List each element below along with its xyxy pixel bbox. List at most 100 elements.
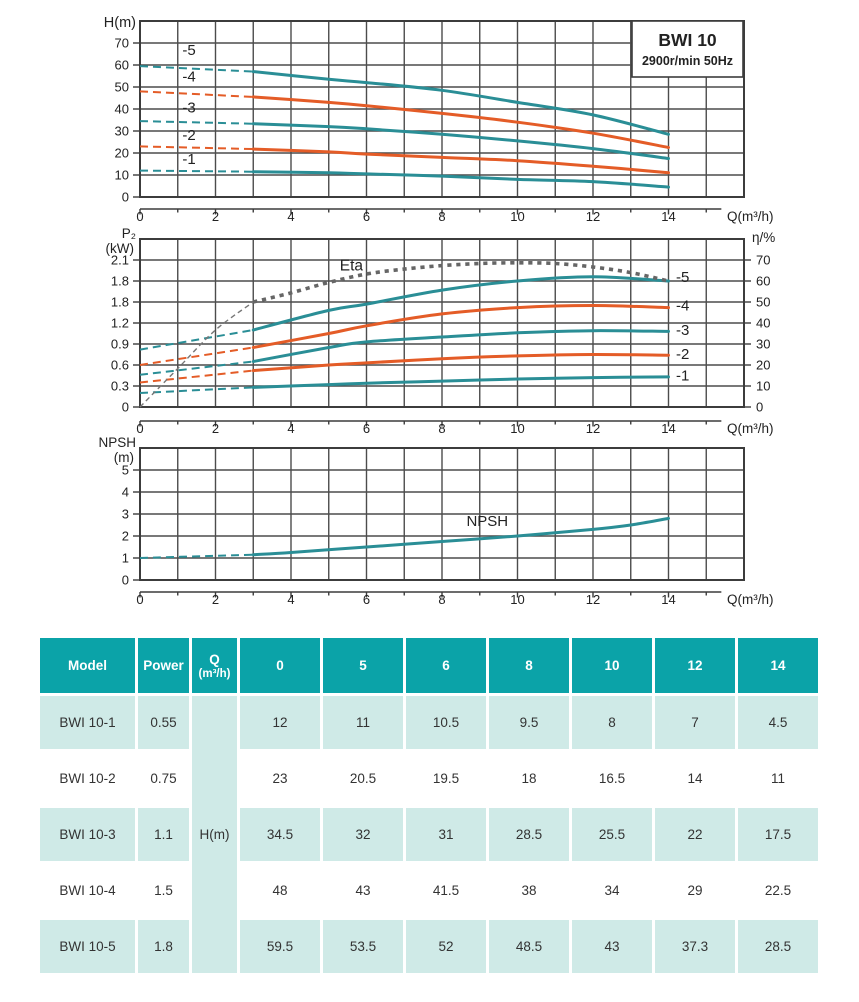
eta-label: Eta — [340, 258, 364, 275]
curve--2-dashed — [139, 369, 254, 384]
x-tick-label: 10 — [510, 592, 524, 607]
curve--5-solid — [251, 275, 670, 332]
value-cell: 14 — [655, 752, 735, 805]
x-tick-label: 8 — [438, 421, 445, 436]
x-axis-title: Q(m³/h) — [727, 209, 774, 224]
value-cell: 37.3 — [655, 920, 735, 973]
right-tick-label: 60 — [756, 274, 770, 289]
y-axis-title-unit: (m) — [114, 450, 134, 465]
eta-curve-dotted — [252, 260, 669, 304]
value-cell: 29 — [655, 864, 735, 917]
value-cell: 11 — [738, 752, 818, 805]
value-cell: 53.5 — [323, 920, 403, 973]
curve-NPSH-solid — [251, 516, 670, 557]
model-cell: BWI 10-3 — [40, 808, 135, 861]
table-row-BWI 10-1: BWI 10-1 0.55 H(m) 12 11 10.5 9.5 8 7 4.5 — [40, 696, 818, 973]
table-row-BWI 10-2: BWI 10-2 0.75 23 20.5 19.5 18 16.5 14 11 — [40, 752, 818, 805]
value-cell: 41.5 — [406, 864, 486, 917]
value-cell: 28.5 — [738, 920, 818, 973]
model-cell: BWI 10-4 — [40, 864, 135, 917]
value-cell: 12 — [240, 696, 320, 749]
power-cell: 1.1 — [138, 808, 189, 861]
y-tick-label: 50 — [115, 80, 129, 95]
x-tick-label: 14 — [661, 209, 675, 224]
curve-label--5: -5 — [182, 42, 195, 59]
value-cell: 43 — [323, 864, 403, 917]
y-tick-label: 0.6 — [111, 358, 129, 373]
x-tick-label: 4 — [287, 592, 294, 607]
power-cell: 0.75 — [138, 752, 189, 805]
value-cell: 7 — [655, 696, 735, 749]
right-tick-label: 30 — [756, 337, 770, 352]
y-tick-label: 1 — [122, 551, 129, 566]
curve-NPSH-dashed — [139, 553, 254, 559]
curve--5-dashed — [139, 65, 254, 73]
right-axis-title: η/% — [752, 230, 775, 245]
x-tick-label: 10 — [510, 421, 524, 436]
value-cell: 8 — [572, 696, 652, 749]
performance-table: Model Power Q (m³/h) 0 5 6 8 10 12 14 BWI 10-1 0.55 H… — [37, 635, 821, 976]
table-row-BWI 10-4: BWI 10-4 1.5 48 43 41.5 38 34 29 22.5 — [40, 864, 818, 917]
value-cell: 48 — [240, 864, 320, 917]
model-cell: BWI 10-5 — [40, 920, 135, 973]
value-cell: 9.5 — [489, 696, 569, 749]
y-tick-label: 0 — [122, 573, 129, 588]
x-tick-label: 8 — [438, 209, 445, 224]
power-cell: 1.5 — [138, 864, 189, 917]
model-cell: BWI 10-1 — [40, 696, 135, 749]
y-tick-label: 0 — [122, 400, 129, 415]
y-axis-title: P₂ — [122, 226, 136, 241]
table-header-row: Model Power Q (m³/h) 0 5 6 8 10 12 14 — [40, 638, 818, 693]
curve--2-solid — [251, 147, 670, 175]
curve-label--2: -2 — [676, 346, 689, 363]
value-cell: 10.5 — [406, 696, 486, 749]
curve--5-solid — [251, 70, 670, 136]
curve-label--3: -3 — [676, 322, 689, 339]
curve--4-solid — [251, 95, 670, 149]
value-cell: 32 — [323, 808, 403, 861]
y-tick-label: 1.2 — [111, 316, 129, 331]
value-cell: 59.5 — [240, 920, 320, 973]
curve--2-solid — [251, 352, 670, 373]
y-tick-label: 0.9 — [111, 337, 129, 352]
x-tick-label: 6 — [363, 592, 370, 607]
value-cell: 18 — [489, 752, 569, 805]
header-cell-5: 5 — [323, 638, 403, 693]
y-tick-label: 1.8 — [111, 274, 129, 289]
value-cell: 20.5 — [323, 752, 403, 805]
value-cell: 34 — [572, 864, 652, 917]
x-tick-label: 4 — [287, 209, 294, 224]
y-tick-label: 20 — [115, 146, 129, 161]
header-cell-q: Q (m³/h) — [192, 638, 237, 693]
header-cell-6: 6 — [406, 638, 486, 693]
curve-label--3: -3 — [182, 99, 195, 116]
value-cell: 28.5 — [489, 808, 569, 861]
y-tick-label: 0.3 — [111, 379, 129, 394]
x-tick-label: 6 — [363, 421, 370, 436]
curve-label--1: -1 — [182, 151, 195, 168]
value-cell: 17.5 — [738, 808, 818, 861]
header-cell-10: 10 — [572, 638, 652, 693]
right-tick-label: 70 — [756, 253, 770, 268]
curve--1-solid — [251, 170, 670, 189]
y-tick-label: 40 — [115, 102, 129, 117]
x-axis-title: Q(m³/h) — [727, 592, 774, 607]
x-tick-label: 0 — [136, 421, 143, 436]
table-row-BWI 10-3: BWI 10-3 1.1 34.5 32 31 28.5 25.5 22 17.5 — [40, 808, 818, 861]
y-tick-label: 4 — [122, 485, 129, 500]
value-cell: 11 — [323, 696, 403, 749]
curve--1-solid — [251, 375, 670, 389]
x-tick-label: 8 — [438, 592, 445, 607]
y-tick-label: 5 — [122, 463, 129, 478]
y-tick-label: 2.1 — [111, 253, 129, 268]
curve-label--2: -2 — [182, 127, 195, 144]
curve-label--4: -4 — [182, 69, 195, 86]
x-axis-title: Q(m³/h) — [727, 421, 774, 436]
x-tick-label: 12 — [586, 421, 600, 436]
x-tick-label: 2 — [212, 592, 219, 607]
header-cell-power: Power — [138, 638, 189, 693]
header-cell-14: 14 — [738, 638, 818, 693]
curve--3-solid — [251, 122, 670, 160]
curve-label--1: -1 — [676, 368, 689, 385]
